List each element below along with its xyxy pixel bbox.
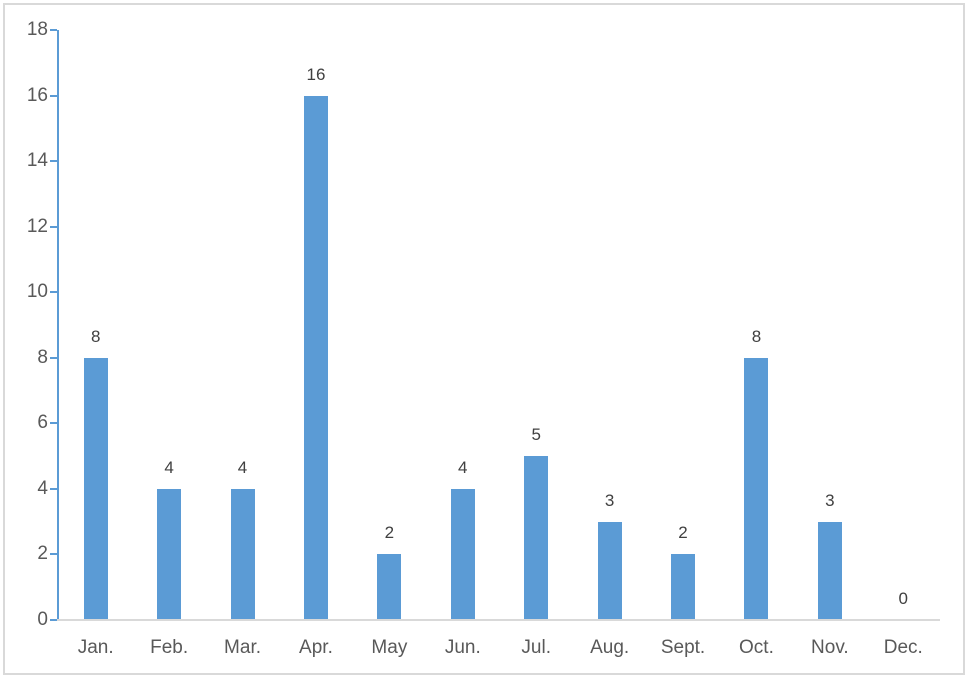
y-tick-mark: [50, 225, 57, 228]
bar: [524, 456, 549, 619]
y-tick-label: 14: [26, 150, 48, 172]
x-axis-category-label: Jul.: [521, 637, 551, 658]
bar-data-label: 4: [237, 457, 248, 477]
y-tick-label: 0: [37, 609, 48, 630]
y-axis-line: [57, 30, 59, 620]
bar: [377, 554, 402, 619]
y-tick-mark: [50, 160, 57, 163]
y-tick-mark: [50, 487, 57, 490]
y-tick-label: 10: [26, 281, 48, 303]
y-tick-label: 6: [37, 412, 48, 434]
bar: [230, 488, 255, 619]
x-axis-category-label: Oct.: [739, 637, 774, 658]
y-tick-label: 12: [26, 215, 48, 237]
bar-data-label: 8: [751, 326, 762, 346]
bar-data-label: 16: [306, 64, 326, 84]
y-tick-mark: [50, 356, 57, 359]
x-axis-category-label: Sept.: [660, 637, 706, 658]
x-axis-line: [57, 619, 940, 621]
bar-data-label: 0: [898, 589, 909, 608]
bar-data-label: 8: [90, 326, 101, 346]
x-axis-category-label: Feb.: [150, 637, 189, 658]
y-tick-mark: [50, 422, 57, 425]
bar: [744, 357, 769, 619]
x-axis-category-label: Nov.: [811, 637, 849, 658]
x-axis-category-label: Jan.: [77, 637, 114, 658]
bar-data-label: 2: [678, 523, 688, 543]
bar: [450, 488, 475, 619]
x-axis-category-label: Aug.: [590, 637, 630, 658]
x-axis-category-label: Dec.: [883, 637, 923, 658]
bar: [817, 521, 842, 619]
y-tick-mark: [50, 553, 57, 556]
y-tick-mark: [50, 619, 57, 621]
bar: [671, 554, 696, 619]
y-tick-label: 8: [37, 346, 48, 368]
x-axis-category-label: Mar.: [224, 637, 262, 658]
bar-data-label: 5: [531, 425, 541, 445]
y-tick-label: 2: [37, 543, 48, 565]
bar: [157, 488, 182, 619]
y-tick-mark: [50, 94, 57, 97]
bar-data-label: 4: [458, 457, 468, 477]
x-axis-category-label: Jun.: [444, 637, 481, 658]
bar: [303, 95, 328, 619]
y-tick-mark: [50, 29, 57, 31]
y-tick-mark: [50, 291, 57, 294]
bar-data-label: 3: [825, 490, 835, 510]
x-axis-category-label: May: [371, 637, 408, 658]
bar-data-label: 3: [604, 490, 615, 510]
y-tick-label: 18: [26, 19, 48, 40]
y-tick-label: 16: [26, 84, 48, 106]
bar: [83, 357, 108, 619]
bar-data-label: 2: [384, 523, 395, 543]
bar: [597, 521, 622, 619]
x-axis-category-label: Apr.: [299, 637, 333, 658]
y-tick-label: 4: [37, 477, 48, 499]
bar-data-label: 4: [164, 457, 174, 477]
